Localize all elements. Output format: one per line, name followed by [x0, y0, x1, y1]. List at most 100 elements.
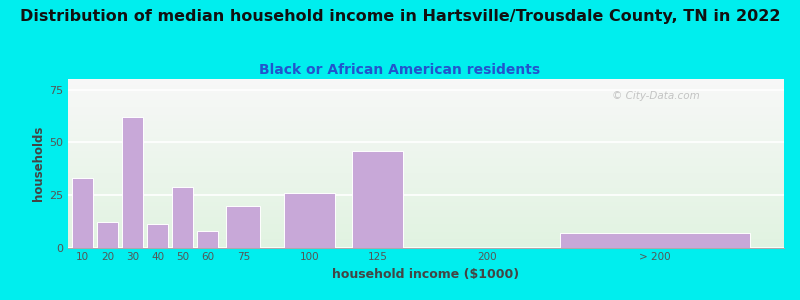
Bar: [68, 105, 784, 106]
Bar: [68, 201, 784, 202]
Bar: [68, 147, 784, 148]
Bar: [68, 224, 784, 225]
Bar: [68, 186, 784, 187]
Bar: [68, 148, 784, 149]
Bar: [68, 128, 784, 129]
Bar: [68, 96, 784, 97]
Bar: [147, 224, 168, 248]
Bar: [68, 168, 784, 169]
Bar: [68, 132, 784, 133]
Bar: [68, 216, 784, 217]
Bar: [68, 145, 784, 146]
Bar: [68, 212, 784, 213]
Bar: [68, 135, 784, 136]
Bar: [68, 102, 784, 103]
Bar: [68, 160, 784, 161]
Y-axis label: households: households: [32, 126, 45, 201]
Bar: [68, 109, 784, 110]
Bar: [68, 169, 784, 170]
Bar: [284, 193, 335, 248]
Bar: [68, 117, 784, 118]
Bar: [68, 130, 784, 131]
Bar: [68, 180, 784, 181]
Bar: [68, 181, 784, 182]
Bar: [68, 172, 784, 173]
Bar: [68, 221, 784, 222]
Bar: [122, 117, 142, 248]
Bar: [68, 233, 784, 234]
Bar: [68, 223, 784, 224]
Bar: [68, 116, 784, 117]
Bar: [68, 112, 784, 113]
Bar: [68, 207, 784, 208]
Bar: [68, 185, 784, 186]
Bar: [68, 133, 784, 134]
Bar: [68, 149, 784, 150]
Bar: [68, 131, 784, 132]
Bar: [68, 190, 784, 191]
Bar: [68, 137, 784, 138]
Bar: [68, 242, 784, 243]
Bar: [68, 100, 784, 101]
Bar: [68, 95, 784, 96]
Bar: [68, 85, 784, 86]
Text: Distribution of median household income in Hartsville/Trousdale County, TN in 20: Distribution of median household income …: [20, 9, 780, 24]
Bar: [68, 217, 784, 218]
Bar: [68, 113, 784, 114]
Bar: [68, 243, 784, 244]
Bar: [68, 118, 784, 119]
Bar: [68, 80, 784, 81]
Bar: [68, 91, 784, 92]
Bar: [68, 142, 784, 143]
Bar: [68, 156, 784, 157]
Bar: [68, 158, 784, 159]
Bar: [68, 98, 784, 99]
X-axis label: household income ($1000): household income ($1000): [333, 268, 519, 281]
Bar: [68, 153, 784, 154]
Bar: [68, 104, 784, 105]
Bar: [68, 162, 784, 163]
Bar: [68, 84, 784, 85]
Bar: [68, 89, 784, 90]
Bar: [68, 238, 784, 239]
Bar: [68, 123, 784, 124]
Bar: [68, 237, 784, 238]
Bar: [68, 173, 784, 174]
Bar: [68, 200, 784, 201]
Bar: [68, 236, 784, 237]
Bar: [68, 213, 784, 214]
Bar: [68, 240, 784, 241]
Bar: [68, 164, 784, 165]
Bar: [68, 165, 784, 166]
Bar: [68, 144, 784, 145]
Bar: [68, 126, 784, 127]
Bar: [68, 154, 784, 155]
Bar: [68, 151, 784, 152]
Bar: [97, 222, 118, 248]
Bar: [68, 205, 784, 206]
Bar: [68, 159, 784, 160]
Bar: [68, 203, 784, 204]
Bar: [68, 157, 784, 158]
Bar: [68, 101, 784, 102]
Bar: [68, 127, 784, 128]
Text: Black or African American residents: Black or African American residents: [259, 63, 541, 77]
Bar: [68, 225, 784, 226]
Bar: [68, 100, 784, 101]
Bar: [68, 129, 784, 130]
Bar: [68, 92, 784, 93]
Bar: [68, 218, 784, 219]
Bar: [68, 163, 784, 164]
Bar: [68, 184, 784, 185]
Bar: [68, 99, 784, 100]
Bar: [68, 141, 784, 142]
Bar: [68, 239, 784, 240]
Bar: [68, 88, 784, 89]
Bar: [68, 169, 784, 170]
Bar: [68, 231, 784, 232]
Bar: [198, 231, 218, 248]
Bar: [68, 219, 784, 220]
Bar: [68, 138, 784, 139]
Bar: [68, 87, 784, 88]
Bar: [72, 178, 93, 248]
